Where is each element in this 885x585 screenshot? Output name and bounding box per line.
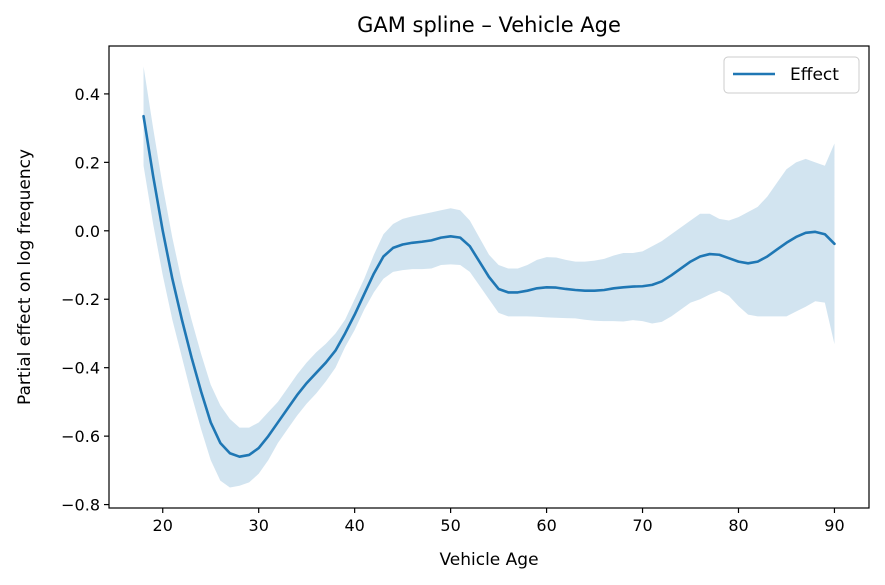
legend-label-effect: Effect — [790, 65, 839, 85]
x-tick-label: 30 — [249, 516, 269, 535]
y-tick-label: 0.4 — [75, 85, 100, 104]
x-tick-label: 90 — [824, 516, 844, 535]
y-tick-label: −0.6 — [61, 427, 100, 446]
y-tick-label: −0.4 — [61, 359, 100, 378]
chart-title: GAM spline – Vehicle Age — [357, 13, 621, 37]
y-tick-label: 0.2 — [75, 153, 100, 172]
y-tick-label: −0.2 — [61, 290, 100, 309]
x-tick-label: 40 — [344, 516, 364, 535]
plot-area — [142, 66, 836, 488]
x-tick-label: 20 — [153, 516, 173, 535]
y-tick-label: 0.0 — [75, 222, 100, 241]
legend-box — [723, 56, 860, 94]
x-tick-label: 80 — [728, 516, 748, 535]
x-tick-label: 70 — [632, 516, 652, 535]
x-tick-label: 50 — [440, 516, 460, 535]
x-axis-title: Vehicle Age — [439, 550, 538, 570]
legend: Effect — [723, 56, 860, 94]
x-tick-label: 60 — [536, 516, 556, 535]
axes: 20 30 40 50 60 70 80 90 −0.8 −0.6 −0.4 −0.2 0.0 0.2 0.… — [61, 45, 870, 535]
y-axis-title: Partial effect on log frequency — [15, 149, 35, 405]
series-line-effect — [142, 114, 836, 458]
y-tick-label: −0.8 — [61, 496, 100, 515]
plot-frame — [108, 45, 870, 509]
